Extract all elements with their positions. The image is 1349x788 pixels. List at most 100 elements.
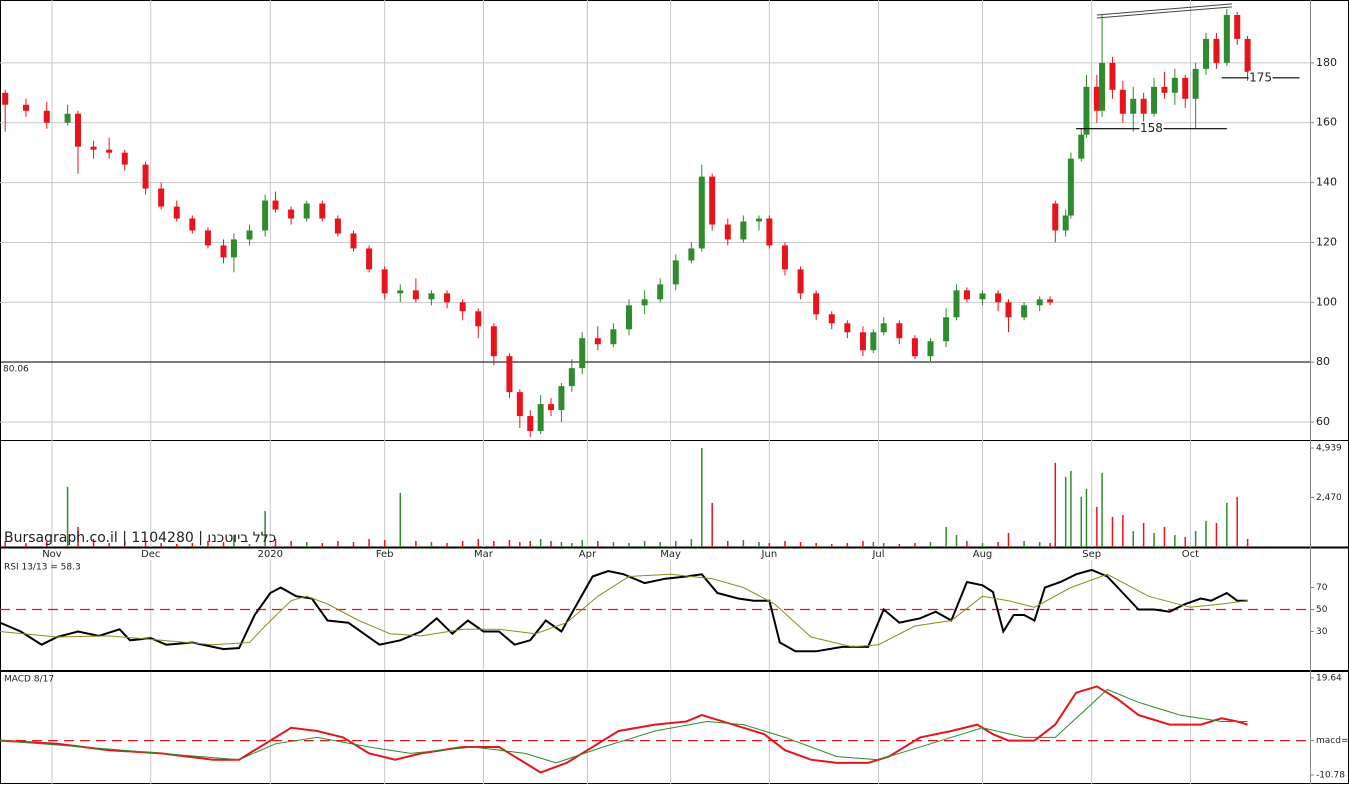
x-tick-label: May: [660, 549, 681, 560]
candle-body: [350, 233, 357, 249]
candle-body: [657, 284, 664, 300]
candle-body: [766, 218, 773, 246]
candle-body: [1223, 14, 1230, 63]
x-tick-label: Apr: [579, 549, 597, 560]
candle-body: [859, 332, 866, 351]
candle-body: [1234, 14, 1241, 39]
candle-body: [1151, 86, 1158, 114]
x-tick-label: Oct: [1182, 549, 1199, 560]
candle-body: [272, 200, 279, 210]
candle-body: [230, 239, 237, 258]
candle-body: [672, 260, 679, 285]
y-tick-label: 60: [1316, 415, 1330, 428]
candle-body: [1109, 62, 1116, 90]
candle-body: [1161, 86, 1168, 93]
candle-body: [1213, 38, 1220, 63]
x-tick-label: Jul: [871, 549, 884, 560]
candle-body: [797, 269, 804, 294]
x-tick-label: Jun: [761, 549, 778, 560]
candle-body: [106, 149, 113, 153]
y-tick-label: 30: [1316, 627, 1328, 637]
candle-body: [953, 290, 960, 318]
y-tick-label: 50: [1316, 605, 1328, 615]
candle-body: [459, 302, 466, 312]
candle-body: [979, 293, 986, 300]
candle-body: [896, 323, 903, 339]
trend-line: [1096, 3, 1233, 16]
watermark: Bursagraph.co.il | 1104280 | כלל ביוטכנו: [4, 530, 276, 546]
y-tick-label: 100: [1316, 295, 1337, 308]
candle-body: [781, 245, 788, 270]
candle-body: [1036, 299, 1043, 306]
y-tick-label: 19.64: [1316, 673, 1342, 683]
candle-body: [568, 368, 575, 387]
candle-body: [943, 317, 950, 342]
candle-body: [698, 176, 705, 249]
candle-body: [1244, 38, 1251, 72]
candle-body: [444, 293, 451, 303]
candle-body: [740, 221, 747, 240]
candle-body: [1171, 77, 1178, 93]
candle-body: [1203, 38, 1210, 69]
x-tick-label: Sep: [1082, 549, 1101, 560]
candle-body: [1047, 299, 1054, 303]
support-label: 175: [1249, 70, 1272, 84]
candle-body: [334, 218, 341, 234]
candle-body: [189, 218, 196, 231]
candle-body: [2, 92, 9, 105]
support-label: 158: [1140, 121, 1163, 135]
candle-body: [1083, 86, 1090, 135]
y-tick-label: macd=0: [1316, 736, 1349, 746]
candle-body: [158, 188, 165, 207]
candle-body: [911, 338, 918, 357]
y-tick-label: -10.78: [1316, 771, 1345, 781]
candle-body: [262, 200, 269, 231]
candle-body: [1099, 62, 1106, 111]
candle-body: [1078, 134, 1085, 159]
candle-body: [1192, 68, 1199, 99]
y-tick-label: 160: [1316, 116, 1337, 129]
candle-body: [626, 305, 633, 330]
candle-body: [319, 203, 326, 219]
candle-body: [844, 323, 851, 333]
macd-title: MACD 8/17: [4, 675, 54, 685]
candle-body: [579, 338, 586, 369]
candle-body: [594, 338, 601, 345]
reference-label: 80.06: [3, 364, 29, 374]
candle-body: [1067, 158, 1074, 216]
candle-body: [1062, 215, 1069, 231]
candle-body: [204, 230, 211, 246]
candle-body: [1130, 98, 1137, 114]
label-bg: [1139, 121, 1164, 136]
candle-body: [1005, 302, 1012, 318]
y-tick-label: 70: [1316, 583, 1328, 593]
candle-body: [548, 404, 555, 411]
candle-body: [516, 392, 523, 417]
y-tick-label: 180: [1316, 56, 1337, 69]
macd-line: [0, 688, 1248, 764]
candle-body: [610, 329, 617, 345]
candle-body: [121, 152, 128, 165]
candle-body: [246, 230, 253, 240]
candle-body: [1182, 77, 1189, 99]
label-bg: [1248, 70, 1273, 85]
x-tick-label: Feb: [376, 549, 394, 560]
candle-body: [475, 311, 482, 327]
candle-body: [688, 248, 695, 261]
rsi-line: [0, 573, 1248, 648]
x-tick-label: Aug: [973, 549, 993, 560]
trend-line: [1096, 6, 1233, 19]
candle-body: [724, 224, 731, 240]
candle-body: [709, 176, 716, 225]
candle-body: [641, 299, 648, 306]
candle-body: [813, 293, 820, 315]
candle-body: [1093, 86, 1100, 111]
candle-body: [927, 341, 934, 357]
candle-body: [995, 293, 1002, 303]
candle-body: [870, 332, 877, 351]
x-tick-label: Nov: [42, 549, 62, 560]
candle-body: [303, 203, 310, 219]
